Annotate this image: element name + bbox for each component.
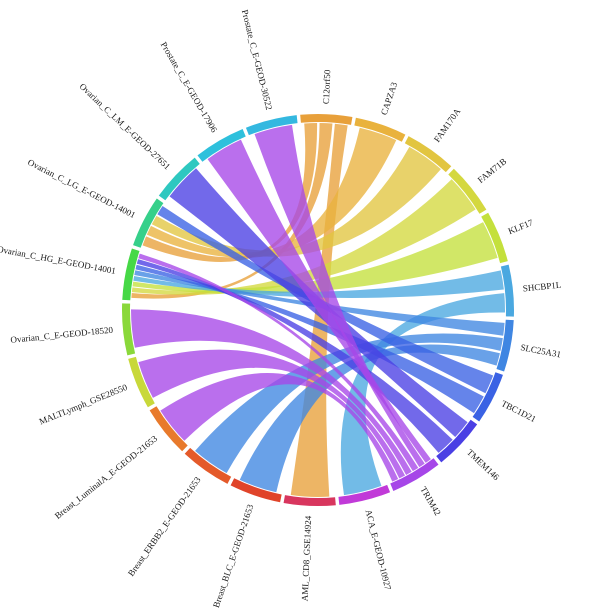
arc-trim42 — [390, 458, 439, 491]
ribbon-slc25a31-to-ovarian-c-hg-e-geod-14001 — [134, 270, 505, 336]
label-fam170a: FAM170A — [432, 106, 463, 144]
label-maltlymph-gse28550: MALTLymph_GSE28550 — [38, 382, 129, 427]
label-ovarian-c-lg-e-geod-14001: Ovarian_C_LG_E-GEOD-14001 — [26, 157, 137, 220]
arc-fam71b — [448, 168, 487, 214]
ribbon-c12orf50-to-ovarian-c-lg-e-geod-14001 — [142, 123, 318, 262]
ribbon-layer — [131, 123, 505, 497]
arc-c12orf50 — [300, 114, 353, 125]
ribbon-fam71b-to-ovarian-c-hg-e-geod-14001 — [131, 179, 476, 295]
label-fam71b: FAM71B — [476, 156, 509, 185]
ribbon-tbc1d21-to-ovarian-c-lg-e-geod-14001 — [157, 206, 494, 394]
ribbon-trim42-to-prostate-c-e-geod-30522 — [254, 124, 425, 468]
arc-shcbp1l — [500, 264, 514, 317]
arc-ovarian-c-hg-e-geod-14001 — [122, 248, 140, 301]
label-ovarian-c-lm-e-geod-27651: Ovarian_C_LM_E-GEOD-27651 — [77, 81, 172, 171]
label-capza3: CAPZA3 — [379, 80, 400, 116]
ribbon-fam170a-to-ovarian-c-lg-e-geod-14001 — [151, 146, 441, 257]
arc-prostate-c-e-geod-30522 — [245, 115, 298, 136]
arc-aml-cd8-gse14924 — [283, 495, 336, 506]
arc-ovarian-c-lm-e-geod-27651 — [158, 157, 200, 201]
arc-fam170a — [404, 136, 452, 173]
label-prostate-c-e-geod-30522: Prostate_C_E-GEOD-30522 — [240, 9, 274, 111]
arc-breast-luminala-e-geod-21653 — [149, 406, 188, 452]
label-tbc1d21: TBC1D21 — [500, 398, 538, 424]
arc-breast-erbb2-e-geod-21653 — [184, 447, 232, 484]
label-breast-erbb2-e-geod-21653: Breast_ERBB2_E-GEOD-21653 — [126, 475, 203, 578]
arc-capza3 — [354, 117, 406, 142]
label-trim42: TRIM42 — [418, 485, 443, 517]
label-breast-luminala-e-geod-21653: Breast_LuminalA_E-GEOD-21653 — [53, 433, 160, 521]
arc-prostate-c-e-geod-17906 — [197, 129, 246, 162]
label-ovarian-c-e-geod-18520: Ovarian_C_E-GEOD-18520 — [10, 325, 114, 345]
arc-tbc1d21 — [472, 372, 503, 422]
ribbon-trim42-to-maltlymph-gse28550 — [138, 349, 406, 479]
label-shcbp1l: SHCBP1L — [522, 280, 561, 294]
arc-ovarian-c-e-geod-18520 — [122, 303, 136, 356]
arc-klf17 — [481, 212, 508, 264]
ribbon-slc25a31-to-breast-blc-e-geod-21653 — [239, 344, 500, 493]
arc-slc25a31 — [496, 319, 514, 372]
ribbon-slc25a31-to-breast-erbb2-e-geod-21653 — [195, 333, 503, 474]
label-c12orf50: C12orf50 — [321, 69, 332, 104]
label-breast-blc-e-geod-21653: Breast_BLC_E-GEOD-21653 — [211, 503, 256, 608]
label-prostate-c-e-geod-17906: Prostate_C_E-GEOD-17906 — [159, 40, 220, 134]
label-tmem146: TMEM146 — [465, 447, 502, 482]
label-klf17: KLF17 — [507, 217, 535, 236]
arc-aca-e-geod-10927 — [338, 484, 391, 505]
ribbon-capza3-to-ovarian-c-lg-e-geod-14001 — [146, 127, 397, 258]
label-aca-e-geod-10927: ACA_E-GEOD-10927 — [364, 509, 394, 592]
ribbon-trim42-to-breast-luminala-e-geod-21653 — [160, 373, 399, 482]
ribbon-klf17-to-ovarian-c-hg-e-geod-14001 — [132, 222, 498, 294]
arc-tmem146 — [436, 419, 478, 463]
label-ovarian-c-hg-e-geod-14001: Ovarian_C_HG_E-GEOD-14001 — [0, 244, 117, 276]
arc-layer — [122, 114, 514, 506]
arc-maltlymph-gse28550 — [128, 356, 155, 408]
arc-ovarian-c-lg-e-geod-14001 — [133, 198, 164, 248]
label-slc25a31: SLC25A31 — [520, 342, 562, 359]
ribbon-trim42-to-ovarian-c-e-geod-18520 — [131, 309, 412, 475]
ribbon-trim42-to-prostate-c-e-geod-17906 — [207, 139, 431, 463]
label-aml-cd8-gse14924: AML_CD8_GSE14924 — [300, 515, 314, 601]
arc-breast-blc-e-geod-21653 — [230, 478, 282, 503]
